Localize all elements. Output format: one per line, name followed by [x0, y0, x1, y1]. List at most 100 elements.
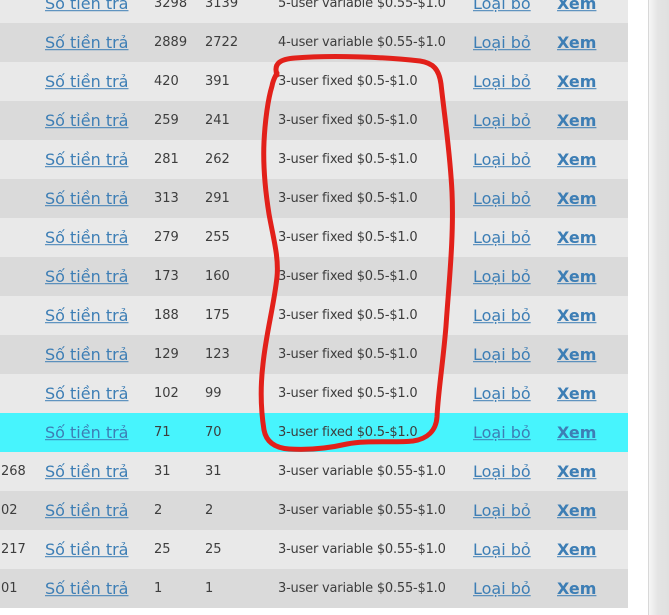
- pay-amount-link[interactable]: Số tiền trả: [45, 266, 129, 286]
- count-secondary: 391: [205, 73, 230, 89]
- plan-description: 3-user fixed $0.5-$1.0: [278, 151, 418, 167]
- remove-link[interactable]: Loại bỏ: [473, 110, 531, 130]
- view-link[interactable]: Xem: [557, 266, 597, 286]
- view-link[interactable]: Xem: [557, 539, 597, 559]
- pay-amount-link[interactable]: Số tiền trả: [45, 539, 129, 559]
- table-row[interactable]: Số tiền trả 173 160 3-user fixed $0.5-$1.0 L…: [0, 257, 628, 296]
- vertical-scrollbar-track[interactable]: [648, 0, 669, 615]
- view-link[interactable]: Xem: [557, 110, 597, 130]
- view-link[interactable]: Xem: [557, 0, 597, 13]
- plan-description: 3-user fixed $0.5-$1.0: [278, 385, 418, 401]
- count-primary: 2: [154, 502, 163, 518]
- pay-amount-link[interactable]: Số tiền trả: [45, 578, 129, 598]
- remove-link[interactable]: Loại bỏ: [473, 0, 531, 13]
- remove-link[interactable]: Loại bỏ: [473, 32, 531, 52]
- plan-description: 3-user fixed $0.5-$1.0: [278, 229, 418, 245]
- remove-link[interactable]: Loại bỏ: [473, 149, 531, 169]
- row-left-id: 217: [1, 541, 26, 557]
- table-row[interactable]: Số tiền trả 129 123 3-user fixed $0.5-$1.0 L…: [0, 335, 628, 374]
- count-secondary: 70: [205, 424, 222, 440]
- row-left-id: 268: [1, 463, 26, 479]
- count-secondary: 255: [205, 229, 230, 245]
- remove-link[interactable]: Loại bỏ: [473, 71, 531, 91]
- remove-link[interactable]: Loại bỏ: [473, 500, 531, 520]
- pay-amount-link[interactable]: Số tiền trả: [45, 0, 129, 13]
- pay-amount-link[interactable]: Số tiền trả: [45, 188, 129, 208]
- plan-description: 3-user fixed $0.5-$1.0: [278, 346, 418, 362]
- table-row[interactable]: Số tiền trả 3298 3139 5-user variable $0.55…: [0, 0, 628, 23]
- count-primary: 313: [154, 190, 179, 206]
- plan-description: 4-user variable $0.55-$1.0: [278, 34, 446, 50]
- table-row[interactable]: Số tiền trả 102 99 3-user fixed $0.5-$1.0 Lo…: [0, 374, 628, 413]
- view-link[interactable]: Xem: [557, 578, 597, 598]
- table-row[interactable]: Số tiền trả 420 391 3-user fixed $0.5-$1.0 L…: [0, 62, 628, 101]
- count-secondary: 99: [205, 385, 222, 401]
- plan-description: 3-user variable $0.55-$1.0: [278, 541, 446, 557]
- plan-description: 3-user fixed $0.5-$1.0: [278, 112, 418, 128]
- remove-link[interactable]: Loại bỏ: [473, 227, 531, 247]
- view-link[interactable]: Xem: [557, 344, 597, 364]
- plan-description: 3-user fixed $0.5-$1.0: [278, 424, 418, 440]
- view-link[interactable]: Xem: [557, 227, 597, 247]
- table-row[interactable]: 02 Số tiền trả 2 2 3-user variable $0.55-$1.…: [0, 491, 628, 530]
- remove-link[interactable]: Loại bỏ: [473, 383, 531, 403]
- plan-description: 3-user variable $0.55-$1.0: [278, 463, 446, 479]
- view-link[interactable]: Xem: [557, 32, 597, 52]
- count-primary: 259: [154, 112, 179, 128]
- pay-amount-link[interactable]: Số tiền trả: [45, 110, 129, 130]
- plans-table: Số tiền trả 3298 3139 5-user variable $0.55…: [0, 0, 628, 608]
- pay-amount-link[interactable]: Số tiền trả: [45, 149, 129, 169]
- table-row[interactable]: Số tiền trả 188 175 3-user fixed $0.5-$1.0 L…: [0, 296, 628, 335]
- view-link[interactable]: Xem: [557, 305, 597, 325]
- pay-amount-link[interactable]: Số tiền trả: [45, 422, 129, 442]
- count-primary: 31: [154, 463, 171, 479]
- table-row[interactable]: 01 Số tiền trả 1 1 3-user variable $0.55-$1.…: [0, 569, 628, 608]
- pay-amount-link[interactable]: Số tiền trả: [45, 344, 129, 364]
- view-link[interactable]: Xem: [557, 422, 597, 442]
- pay-amount-link[interactable]: Số tiền trả: [45, 383, 129, 403]
- count-primary: 71: [154, 424, 171, 440]
- table-row-selected[interactable]: Số tiền trả 71 70 3-user fixed $0.5-$1.0 Loạ…: [0, 413, 628, 452]
- table-row[interactable]: 217 Số tiền trả 25 25 3-user variable $0.55-…: [0, 530, 628, 569]
- pay-amount-link[interactable]: Số tiền trả: [45, 71, 129, 91]
- plan-description: 3-user fixed $0.5-$1.0: [278, 73, 418, 89]
- count-primary: 420: [154, 73, 179, 89]
- count-primary: 1: [154, 580, 163, 596]
- view-link[interactable]: Xem: [557, 461, 597, 481]
- count-secondary: 25: [205, 541, 222, 557]
- remove-link[interactable]: Loại bỏ: [473, 461, 531, 481]
- table-row[interactable]: Số tiền trả 259 241 3-user fixed $0.5-$1.0 L…: [0, 101, 628, 140]
- count-primary: 279: [154, 229, 179, 245]
- view-link[interactable]: Xem: [557, 149, 597, 169]
- count-primary: 281: [154, 151, 179, 167]
- table-row[interactable]: Số tiền trả 279 255 3-user fixed $0.5-$1.0 L…: [0, 218, 628, 257]
- view-link[interactable]: Xem: [557, 71, 597, 91]
- view-link[interactable]: Xem: [557, 383, 597, 403]
- pay-amount-link[interactable]: Số tiền trả: [45, 305, 129, 325]
- remove-link[interactable]: Loại bỏ: [473, 266, 531, 286]
- remove-link[interactable]: Loại bỏ: [473, 422, 531, 442]
- count-primary: 2889: [154, 34, 188, 50]
- pay-amount-link[interactable]: Số tiền trả: [45, 461, 129, 481]
- table-row[interactable]: Số tiền trả 313 291 3-user fixed $0.5-$1.0 L…: [0, 179, 628, 218]
- view-link[interactable]: Xem: [557, 188, 597, 208]
- count-primary: 188: [154, 307, 179, 323]
- remove-link[interactable]: Loại bỏ: [473, 539, 531, 559]
- count-secondary: 241: [205, 112, 230, 128]
- remove-link[interactable]: Loại bỏ: [473, 305, 531, 325]
- count-secondary: 3139: [205, 0, 239, 11]
- count-primary: 102: [154, 385, 179, 401]
- plan-description: 3-user fixed $0.5-$1.0: [278, 307, 418, 323]
- table-row[interactable]: Số tiền trả 281 262 3-user fixed $0.5-$1.0 L…: [0, 140, 628, 179]
- pay-amount-link[interactable]: Số tiền trả: [45, 500, 129, 520]
- view-link[interactable]: Xem: [557, 500, 597, 520]
- pay-amount-link[interactable]: Số tiền trả: [45, 32, 129, 52]
- count-primary: 129: [154, 346, 179, 362]
- pay-amount-link[interactable]: Số tiền trả: [45, 227, 129, 247]
- table-row[interactable]: 268 Số tiền trả 31 31 3-user variable $0.55-…: [0, 452, 628, 491]
- remove-link[interactable]: Loại bỏ: [473, 344, 531, 364]
- remove-link[interactable]: Loại bỏ: [473, 578, 531, 598]
- remove-link[interactable]: Loại bỏ: [473, 188, 531, 208]
- table-row[interactable]: Số tiền trả 2889 2722 4-user variable $0.55…: [0, 23, 628, 62]
